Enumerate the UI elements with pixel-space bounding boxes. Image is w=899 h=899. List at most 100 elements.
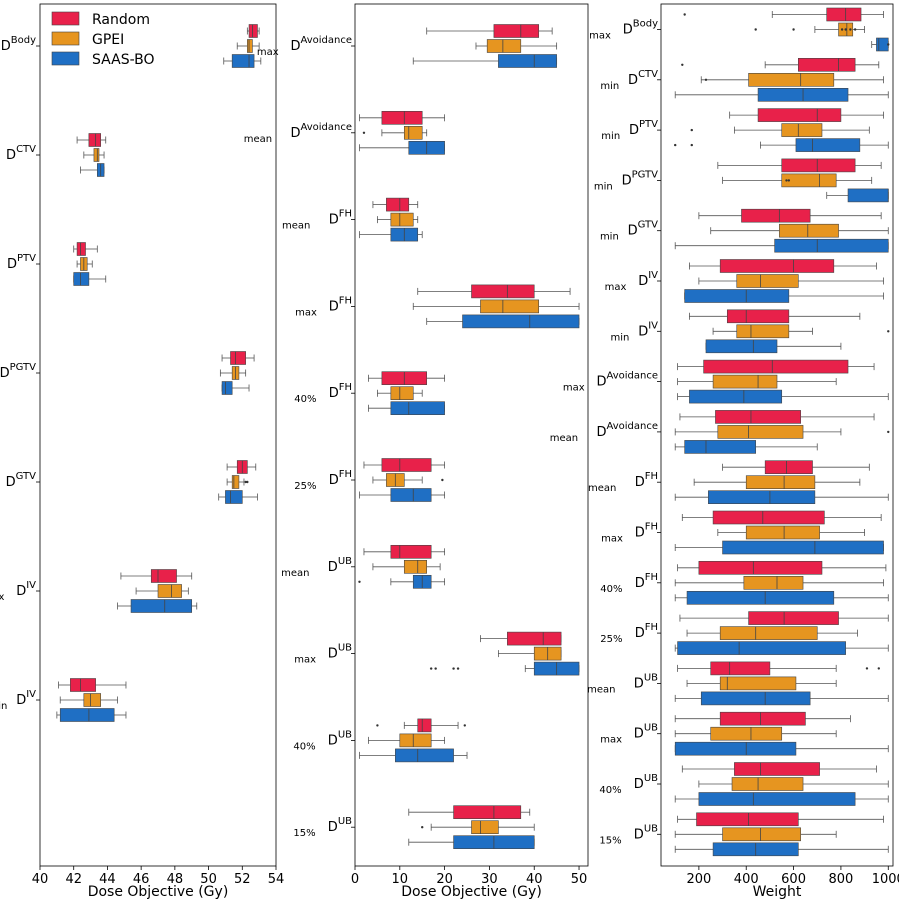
box-iqr (462, 314, 580, 329)
box-iqr (717, 425, 804, 439)
category-group: DUB max (600, 711, 889, 756)
box-gpei (377, 386, 423, 401)
x-tick-label: 50 (200, 872, 217, 887)
box-iqr (150, 569, 177, 583)
outlier-point (244, 480, 247, 484)
box-iqr (703, 359, 849, 374)
box-gpei (712, 324, 890, 339)
y-tick-label: DUB 15% (293, 816, 352, 839)
category-group: DFH 25% (600, 611, 889, 655)
box-iqr (88, 133, 101, 147)
box-gpei (59, 693, 118, 707)
box-random (679, 611, 889, 625)
box-random (722, 460, 870, 475)
box-iqr (764, 460, 813, 475)
y-tick-label: DFH mean (282, 209, 352, 232)
box-iqr (847, 188, 889, 203)
box-gpei (710, 223, 889, 238)
category-group: DUB 40% (293, 718, 468, 763)
box-random (417, 284, 571, 299)
category-group: DUB 15% (599, 812, 889, 857)
box-random (689, 259, 877, 273)
box-iqr (741, 208, 811, 223)
box-gpei (674, 575, 884, 590)
box-iqr (225, 490, 243, 504)
box-saas-bo (426, 314, 580, 329)
box-iqr (736, 274, 799, 288)
outlier-point (754, 28, 757, 31)
box-random (363, 458, 446, 472)
box-random (120, 569, 193, 583)
x-tick-label: 1000 (872, 872, 899, 887)
axes-frame (39, 3, 277, 867)
box-iqr (83, 693, 101, 707)
y-tick-label: DAvoidance mean (550, 421, 658, 444)
axes-frame (660, 3, 894, 867)
y-tick-label: DUB max (600, 723, 658, 746)
box-saas-bo (221, 381, 250, 395)
box-random (426, 24, 553, 38)
box-iqr (757, 108, 842, 122)
box-iqr (698, 792, 856, 806)
box-iqr (726, 309, 790, 324)
x-tick-label: 46 (133, 872, 150, 887)
category-group: DAvoidance mean (244, 111, 446, 155)
box-random (58, 678, 127, 692)
box-iqr (390, 488, 432, 502)
box-iqr (705, 339, 778, 354)
box-iqr (795, 138, 861, 152)
x-tick-label: 40 (32, 872, 49, 887)
box-gpei (717, 525, 865, 540)
box-saas-bo (359, 141, 446, 155)
box-random (363, 544, 446, 559)
box-iqr (677, 641, 846, 655)
category-group: DUB max (294, 631, 580, 676)
box-iqr (130, 599, 193, 613)
box-iqr (70, 678, 96, 692)
box-iqr (712, 510, 825, 525)
outlier-point (434, 667, 437, 670)
box-iqr (876, 37, 889, 52)
box-gpei (372, 473, 444, 487)
x-tick-label: 0 (351, 872, 359, 887)
box-iqr (719, 711, 806, 726)
box-iqr (781, 173, 837, 188)
box-iqr (743, 575, 804, 590)
x-tick-label: 800 (829, 872, 854, 887)
outlier-point (690, 128, 693, 132)
axes-frame (354, 3, 589, 867)
box-iqr (696, 812, 799, 827)
outlier-point (887, 43, 890, 46)
box-gpei (674, 827, 837, 842)
box-iqr (722, 540, 884, 555)
x-tick-label: 10 (392, 872, 409, 887)
box-random (681, 57, 880, 72)
legend: Random GPEI SAAS-BO (45, 6, 167, 74)
y-tick-label: DFH max (295, 295, 352, 318)
box-iqr (381, 458, 432, 472)
x-tick-label: 52 (234, 872, 251, 887)
box-random (480, 631, 562, 646)
category-group: DAvoidance mean (550, 410, 890, 454)
y-tick-label: DFH 25% (294, 469, 352, 492)
box-iqr (471, 820, 499, 835)
box-iqr (719, 626, 818, 640)
box-saas-bo (359, 488, 446, 502)
box-iqr (390, 401, 445, 416)
box-saas-bo (871, 37, 890, 52)
outlier-point (452, 667, 455, 670)
outlier-point (865, 667, 869, 670)
box-gpei (219, 366, 247, 380)
box-saas-bo (826, 188, 889, 203)
box-random (221, 351, 255, 365)
legend-label: Random (92, 12, 150, 28)
box-iqr (403, 559, 427, 574)
